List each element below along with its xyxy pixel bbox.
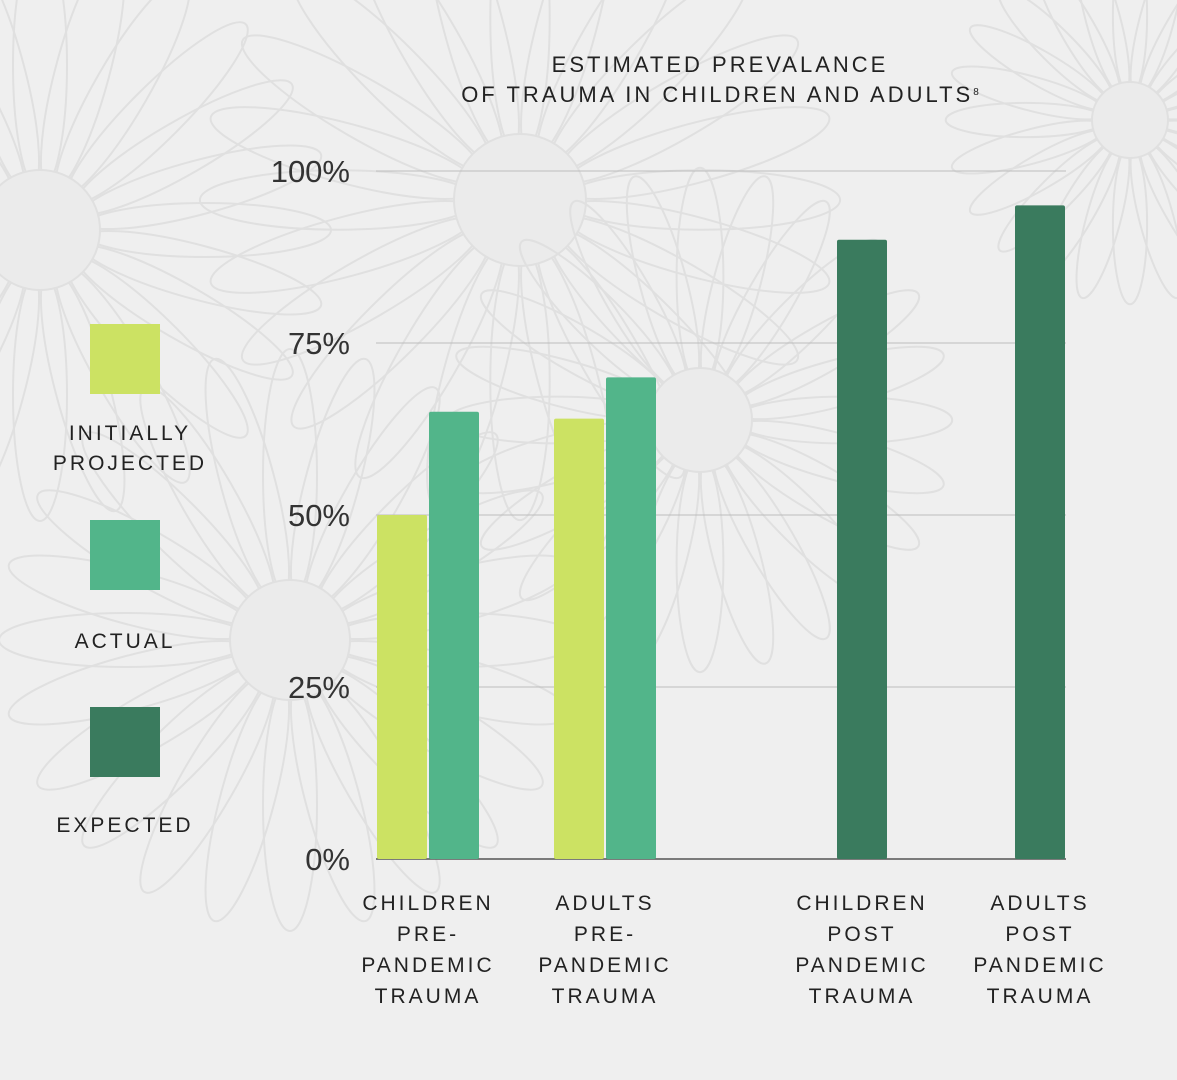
x-tick-label: PANDEMIC (538, 954, 671, 977)
y-tick-label: 100% (271, 154, 350, 189)
x-tick-label: PRE- (574, 923, 636, 946)
daisy-flower (446, 166, 954, 674)
legend-label-actual: ACTUAL (74, 630, 176, 653)
x-tick-label: ADULTS (990, 892, 1089, 915)
bar-expected (1015, 205, 1065, 859)
chart-title-line2-wrap: OF TRAUMA IN CHILDREN AND ADULTS8 (380, 80, 1060, 110)
y-tick-label: 25% (288, 670, 350, 705)
daisy-flower (198, 0, 842, 522)
x-tick-label: TRAUMA (987, 985, 1094, 1008)
x-tick-label: PANDEMIC (973, 954, 1106, 977)
footnote-marker: 8 (973, 87, 979, 98)
x-tick-label: PANDEMIC (795, 954, 928, 977)
x-tick-label: PRE- (397, 923, 459, 946)
bar-actual (429, 411, 479, 859)
legend-label-expected: EXPECTED (56, 814, 194, 837)
bar-actual (606, 377, 656, 859)
bar-expected (837, 239, 887, 860)
y-tick-label: 75% (288, 326, 350, 361)
legend-swatch-initially-projected (90, 324, 160, 394)
x-tick-label: POST (1005, 923, 1074, 946)
x-tick-label: CHILDREN (796, 892, 927, 915)
x-tick-label: ADULTS (555, 892, 654, 915)
bar-initially-projected (554, 418, 604, 859)
x-tick-label: CHILDREN (362, 892, 493, 915)
x-tick-label: PANDEMIC (361, 954, 494, 977)
x-tick-label: TRAUMA (375, 985, 482, 1008)
chart-title: ESTIMATED PREVALANCE OF TRAUMA IN CHILDR… (380, 50, 1060, 110)
y-tick-label: 50% (288, 498, 350, 533)
legend-swatch-expected (90, 707, 160, 777)
x-tick-label: POST (827, 923, 896, 946)
legend-label-initially-projected: INITIALLY PROJECTED (52, 422, 208, 475)
daisy-flower (0, 348, 582, 932)
daisy-flower (944, 0, 1177, 306)
chart-title-line2: OF TRAUMA IN CHILDREN AND ADULTS (461, 82, 974, 107)
x-tick-label: TRAUMA (809, 985, 916, 1008)
bar-initially-projected (377, 515, 427, 859)
y-tick-label: 0% (305, 842, 350, 877)
x-tick-label: TRAUMA (552, 985, 659, 1008)
legend-swatch-actual (90, 520, 160, 590)
chart-title-line1: ESTIMATED PREVALANCE (551, 52, 889, 77)
